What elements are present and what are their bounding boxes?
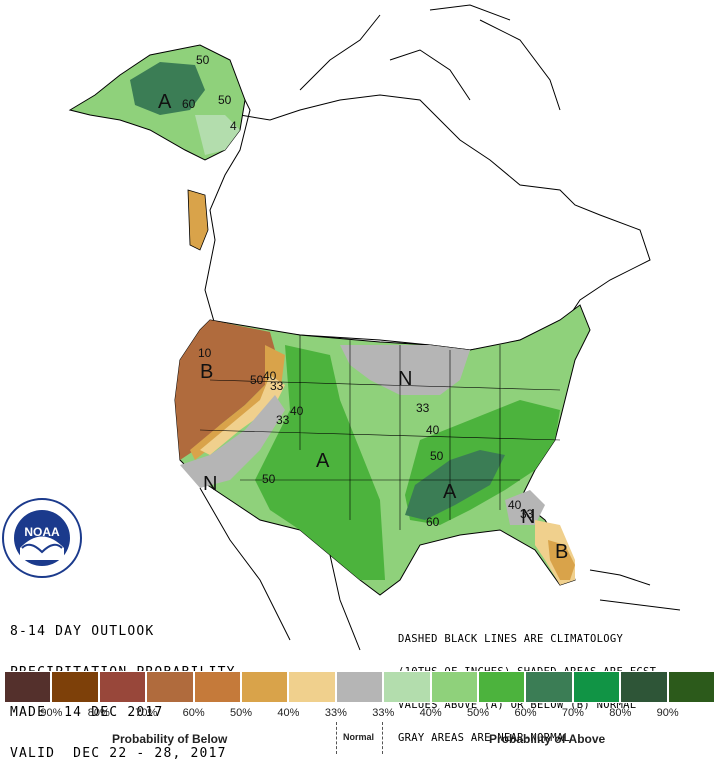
legend-percent-label: 60% <box>182 707 205 719</box>
legend-percent-label: 33% <box>372 707 395 719</box>
legend-swatch <box>620 671 668 703</box>
legend-swatch <box>241 671 289 703</box>
contour-ak-60: 60 <box>182 97 196 111</box>
west-below-60 <box>175 320 275 460</box>
legend-percent-label: 90% <box>40 707 63 719</box>
legend-swatch <box>478 671 526 703</box>
state-lines <box>199 335 561 530</box>
normal-divider-right <box>382 722 383 754</box>
label-alaska-a: A <box>158 91 172 113</box>
alaska-dark <box>130 62 205 115</box>
label-west-b: B <box>200 361 213 383</box>
title-line-1: 8-14 DAY OUTLOOK <box>10 624 155 639</box>
legend-percent-label: 90% <box>656 707 679 719</box>
label-plains-a: A <box>316 450 330 472</box>
label-west-n: N <box>203 473 217 495</box>
contour-w-40: 40 <box>263 369 277 383</box>
contour-ak-4: 4 <box>230 119 237 133</box>
se-above-70 <box>405 450 505 520</box>
contour-w-40b: 40 <box>290 404 304 418</box>
contour-se-60: 60 <box>426 515 440 529</box>
legend-swatch <box>4 671 52 703</box>
legend-swatch <box>383 671 431 703</box>
contour-ak-50: 50 <box>196 53 210 67</box>
contour-w-50: 50 <box>250 373 264 387</box>
legend-swatch <box>525 671 573 703</box>
label-florida-b: B <box>555 541 568 563</box>
legend-percent-label: 60% <box>514 707 537 719</box>
legend-percent-labels: 90% 80% 70% 60% 50% 40% 33% 33% 40% 50% 60% 70% 80% 9… <box>4 707 715 719</box>
label-midwest-n: N <box>398 368 412 390</box>
alaska-west-light <box>195 115 240 155</box>
legend-swatch <box>146 671 194 703</box>
note-line-1: DASHED BLACK LINES ARE CLIMATOLOGY <box>398 633 624 645</box>
contour-mw-33: 33 <box>416 401 430 415</box>
se-normal <box>505 490 545 525</box>
legend-percent-label: 80% <box>87 707 110 719</box>
legend-swatch <box>98 671 147 703</box>
west-below-33 <box>200 375 285 455</box>
legend-percent-label: 80% <box>609 707 632 719</box>
legend-swatch <box>288 671 336 703</box>
contour-w-10: 10 <box>198 346 212 360</box>
label-southeast-n: N <box>521 506 535 528</box>
contour-s-50: 50 <box>262 472 276 486</box>
label-southeast-a: A <box>443 481 457 503</box>
west-below-40 <box>190 345 285 460</box>
legend-below-caption: Probability of Below <box>112 732 228 746</box>
title-line-4: VALID DEC 22 - 28, 2017 <box>10 745 227 761</box>
legend-percent-label: 50% <box>230 707 253 719</box>
caribbean-islands <box>589 569 681 611</box>
midwest-normal <box>340 345 470 395</box>
legend-normal-caption: Normal <box>343 732 375 742</box>
contour-se-33: 33 <box>520 507 534 521</box>
legend-percent-label: 33% <box>324 707 347 719</box>
arctic-islands <box>299 4 561 111</box>
precipitation-outlook-map: A B N A N A N B 50 60 50 4 10 50 40 33 4… <box>2 4 681 651</box>
canada-outline <box>169 59 651 351</box>
contour-w-33b: 33 <box>276 413 290 427</box>
bc-coast-below <box>187 189 209 251</box>
legend-color-bar <box>4 671 716 703</box>
florida-below-40 <box>548 540 575 580</box>
noaa-logo: NOAA <box>2 498 82 578</box>
legend-swatch <box>572 671 621 703</box>
legend-swatch <box>430 671 479 703</box>
noaa-logo-text: NOAA <box>24 525 60 539</box>
legend-swatch <box>667 671 716 703</box>
legend-percent-label: 70% <box>135 707 158 719</box>
west-normal <box>180 395 285 488</box>
contour-ak-50b: 50 <box>218 93 232 107</box>
plains-above-60 <box>255 345 385 580</box>
contour-mw-50: 50 <box>430 449 444 463</box>
normal-divider-left <box>336 722 337 754</box>
legend-percent-label: 50% <box>467 707 490 719</box>
note-line-3: VALUES ABOVE (A) OR BELOW (B) NORMAL <box>398 699 637 711</box>
contour-mw-40: 40 <box>426 423 440 437</box>
legend-above-caption: Probability of Above <box>489 732 606 746</box>
legend-percent-label: 40% <box>419 707 442 719</box>
legend-swatch <box>51 671 99 703</box>
title-line-3: MADE 14 DEC 2017 <box>10 705 164 720</box>
legend-swatch <box>193 671 242 703</box>
legend-percent-label: 40% <box>277 707 300 719</box>
legend-percent-label: 70% <box>561 707 584 719</box>
contour-se-40: 40 <box>508 498 522 512</box>
contour-w-33: 33 <box>270 379 284 393</box>
mexico-outline <box>199 487 361 651</box>
note-line-4: GRAY AREAS ARE NEAR-NORMAL <box>398 732 571 744</box>
legend-swatch <box>335 671 384 703</box>
